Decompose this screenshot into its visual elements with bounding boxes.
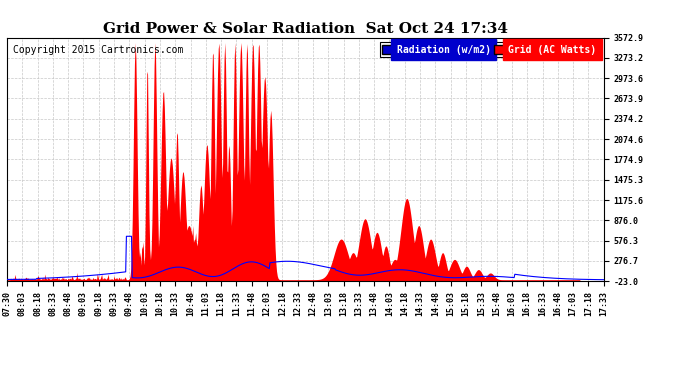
Text: Copyright 2015 Cartronics.com: Copyright 2015 Cartronics.com <box>13 45 184 55</box>
Legend: Radiation (w/m2), Grid (AC Watts): Radiation (w/m2), Grid (AC Watts) <box>380 42 599 57</box>
Title: Grid Power & Solar Radiation  Sat Oct 24 17:34: Grid Power & Solar Radiation Sat Oct 24 … <box>103 22 508 36</box>
